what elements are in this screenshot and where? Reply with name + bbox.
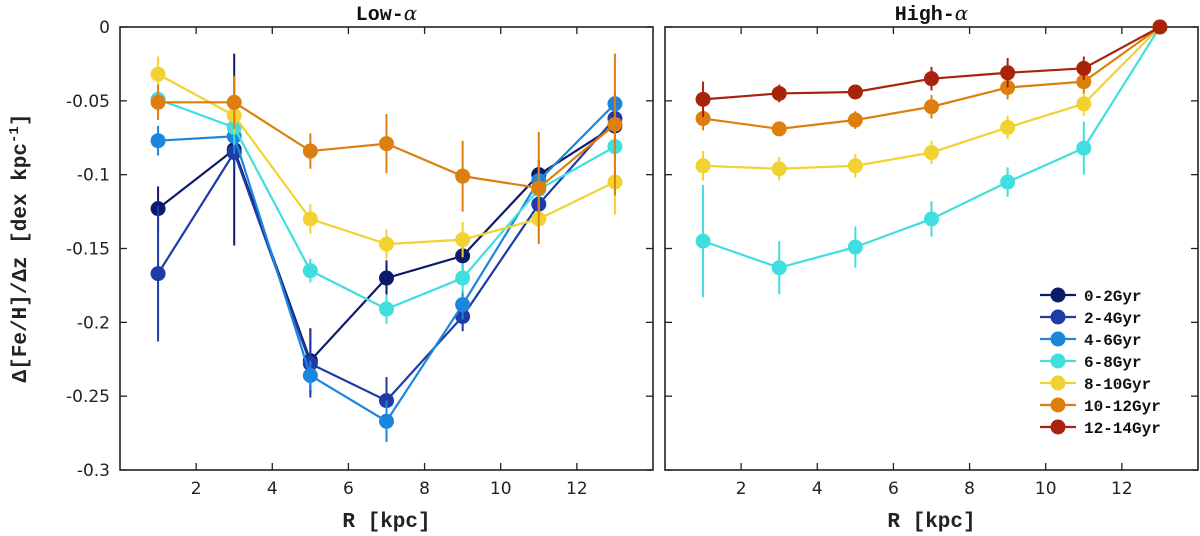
data-point	[379, 413, 394, 429]
x-tick-label: 6	[888, 479, 899, 499]
x-tick-label: 10	[490, 479, 512, 499]
x-tick-label: 2	[191, 479, 202, 499]
data-point	[847, 112, 863, 128]
data-point	[695, 111, 711, 127]
legend-marker	[1050, 375, 1066, 391]
legend-marker	[1050, 353, 1066, 369]
x-tick-label: 12	[1111, 479, 1133, 499]
data-point	[226, 94, 242, 110]
data-point	[1000, 174, 1016, 190]
panel-title: High-α	[895, 1, 969, 27]
data-point	[771, 260, 787, 276]
x-tick-label: 8	[419, 479, 430, 499]
data-point	[847, 158, 863, 174]
data-point	[771, 121, 787, 137]
legend-item: 8-10Gyr	[1040, 375, 1151, 394]
legend-item: 12-14Gyr	[1040, 419, 1161, 438]
data-point	[847, 239, 863, 255]
data-point	[302, 211, 318, 227]
data-point	[847, 84, 863, 100]
data-point	[531, 180, 547, 196]
data-point	[302, 143, 318, 159]
data-point	[302, 367, 318, 383]
data-point	[150, 94, 166, 110]
y-tick-label: -0.3	[77, 461, 110, 481]
legend-marker	[1050, 397, 1066, 413]
legend-label: 4-6Gyr	[1084, 332, 1142, 350]
y-tick-label: -0.2	[77, 313, 110, 333]
data-point	[379, 236, 394, 252]
legend-item: 4-6Gyr	[1040, 331, 1142, 350]
y-tick-label: -0.1	[77, 166, 110, 186]
data-point	[455, 270, 471, 286]
data-point	[695, 91, 711, 107]
legend-label: 8-10Gyr	[1084, 376, 1151, 394]
y-tick-label: -0.25	[66, 387, 110, 407]
data-point	[1076, 140, 1092, 156]
data-point	[1000, 119, 1016, 135]
legend: 0-2Gyr 2-4Gyr 4-6Gyr 6-8Gyr 8-10Gyr 10-12Gyr 1…	[1040, 287, 1161, 438]
data-point	[924, 145, 939, 161]
y-tick-label: -0.05	[66, 92, 110, 112]
series-10-12Gyr	[150, 53, 623, 245]
data-point	[150, 266, 166, 282]
data-point	[695, 233, 711, 249]
y-axis-label: Δ[Fe/H]/Δz [dex kpc-1]	[7, 114, 33, 383]
data-point	[379, 270, 394, 286]
x-axis-label: R [kpc]	[342, 511, 430, 534]
legend-item: 6-8Gyr	[1040, 353, 1142, 372]
x-tick-label: 8	[964, 479, 975, 499]
data-point	[771, 161, 787, 177]
legend-label: 0-2Gyr	[1084, 288, 1142, 306]
data-point	[1076, 60, 1092, 76]
legend-label: 6-8Gyr	[1084, 354, 1142, 372]
legend-marker	[1050, 309, 1066, 325]
data-point	[771, 85, 787, 101]
y-tick-label: -0.15	[66, 240, 110, 260]
legend-label: 10-12Gyr	[1084, 398, 1161, 416]
data-point	[924, 71, 939, 87]
panel-title: Low-α	[356, 1, 418, 27]
legend-item: 0-2Gyr	[1040, 287, 1142, 306]
x-tick-label: 6	[343, 479, 354, 499]
legend-marker	[1050, 419, 1066, 435]
x-tick-label: 4	[267, 479, 278, 499]
data-point	[150, 133, 166, 149]
data-point	[1076, 96, 1092, 112]
x-tick-label: 10	[1035, 479, 1057, 499]
y-tick-label: 0	[99, 18, 110, 38]
data-point	[455, 168, 471, 184]
series-0-2Gyr	[150, 53, 623, 394]
legend-item: 2-4Gyr	[1040, 309, 1142, 328]
data-point	[302, 263, 318, 279]
legend-label: 12-14Gyr	[1084, 420, 1161, 438]
panel-high-alpha: 2 4 6 8 10 12 R [kpc] High-α	[664, 1, 1199, 534]
data-point	[1000, 65, 1016, 81]
data-point	[379, 136, 394, 152]
legend-label: 2-4Gyr	[1084, 310, 1142, 328]
data-point	[695, 158, 711, 174]
data-point	[455, 297, 471, 313]
data-point	[379, 301, 394, 317]
data-point	[1152, 19, 1168, 35]
series-12-14Gyr	[695, 19, 1168, 118]
data-point	[150, 66, 166, 82]
x-axis-label: R [kpc]	[887, 511, 975, 534]
x-tick-label: 4	[812, 479, 823, 499]
data-point	[455, 232, 471, 248]
legend-marker	[1050, 331, 1066, 347]
data-point	[1076, 74, 1092, 90]
panel-low-alpha: 0 -0.05 -0.1 -0.15 -0.2 -0.25 -0.3 2 4 6 8 10 12 R [k…	[66, 1, 654, 534]
data-point	[607, 116, 623, 132]
data-point	[924, 211, 939, 227]
data-point	[924, 99, 939, 115]
x-tick-label: 12	[566, 479, 588, 499]
legend-marker	[1050, 287, 1066, 303]
x-tick-label: 2	[736, 479, 747, 499]
legend-item: 10-12Gyr	[1040, 397, 1161, 416]
